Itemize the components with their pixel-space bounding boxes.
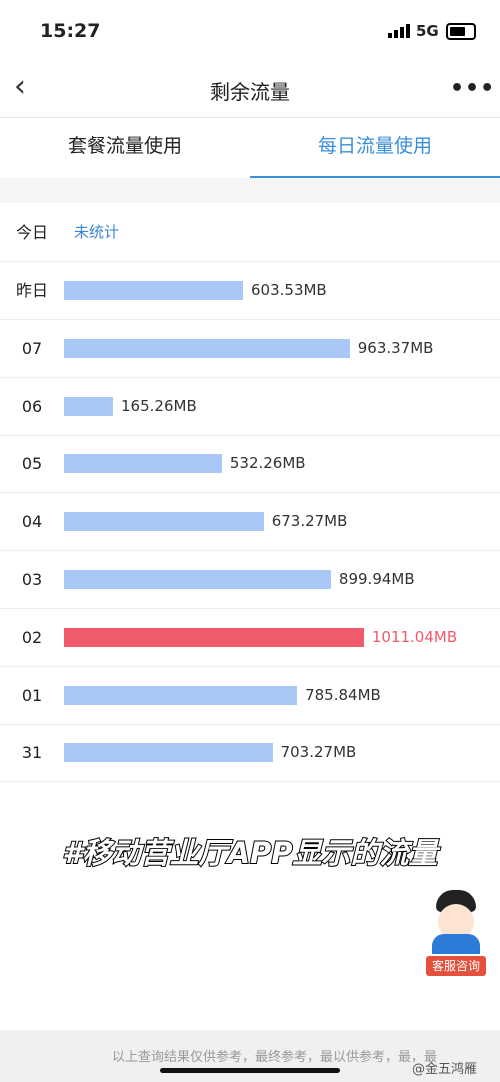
value-label: 703.27MB <box>280 743 357 762</box>
day-label: 31 <box>21 743 43 763</box>
day-label: 07 <box>21 338 43 358</box>
tab[interactable]: 套餐流量使用 <box>67 135 182 157</box>
battery-icon <box>446 23 476 40</box>
usage-row: 03 899.94MB <box>0 551 500 609</box>
tab-bar: 套餐流量使用 每日流量使用 <box>0 118 500 179</box>
day-label: 01 <box>21 685 43 705</box>
usage-bar <box>64 281 243 300</box>
network-label: 5G <box>416 22 439 40</box>
usage-row: 07 963.37MB <box>0 320 500 378</box>
usage-bar <box>64 454 222 474</box>
day-label: 03 <box>21 570 43 589</box>
usage-bar <box>64 570 331 589</box>
value-label: 1011.04MB <box>371 627 458 646</box>
divider <box>0 117 500 118</box>
usage-row: 31 703.27MB <box>0 724 500 783</box>
page-title: 剩余流量 <box>210 80 290 104</box>
usage-row: 05 532.26MB <box>0 435 500 494</box>
tab[interactable]: 每日流量使用 <box>250 118 500 179</box>
today-status: 未统计 <box>74 223 120 241</box>
value-label: 673.27MB <box>271 512 348 531</box>
value-label: 532.26MB <box>229 454 306 473</box>
usage-bar <box>64 338 350 358</box>
watermark: @金五鸿雁 <box>412 1062 478 1077</box>
day-label: 05 <box>21 454 43 474</box>
usage-row: 06 165.26MB <box>0 378 500 436</box>
footer-note: 以上查询结果仅供参考，最终参考，最以供参考，最，最 <box>112 1050 438 1065</box>
value-label: 165.26MB <box>121 396 197 415</box>
usage-row: 02 1011.04MB <box>0 609 500 667</box>
day-label: 昨日 <box>15 281 48 300</box>
usage-bar <box>64 627 364 647</box>
usage-bar <box>64 396 114 416</box>
value-label: 963.37MB <box>357 338 434 357</box>
back-button[interactable]: ‹ <box>14 69 26 104</box>
value-label: 899.94MB <box>338 570 415 588</box>
today-row: 今日 未统计 <box>0 204 500 262</box>
value-label: 603.53MB <box>251 281 327 299</box>
day-label: 06 <box>21 396 43 416</box>
usage-bar <box>64 743 273 763</box>
status-time: 15:27 <box>40 20 101 42</box>
signal-icon <box>388 24 410 38</box>
service-button[interactable]: 客服咨询 <box>426 956 486 976</box>
mascot-icon <box>428 890 484 954</box>
usage-bar <box>64 685 298 705</box>
today-label: 今日 <box>15 223 48 242</box>
spacer <box>0 178 500 203</box>
value-label: 785.84MB <box>305 685 381 704</box>
usage-row: 昨日 603.53MB <box>0 262 500 320</box>
usage-row: 01 785.84MB <box>0 667 500 725</box>
footer <box>0 1030 500 1082</box>
usage-row: 04 673.27MB <box>0 493 500 552</box>
day-label: 04 <box>21 512 43 532</box>
home-indicator <box>160 1068 340 1073</box>
caption: #移动营业厅APP显示的流量 <box>61 835 438 871</box>
usage-bar <box>64 512 264 532</box>
more-button[interactable]: ••• <box>450 76 496 101</box>
day-label: 02 <box>21 627 43 647</box>
